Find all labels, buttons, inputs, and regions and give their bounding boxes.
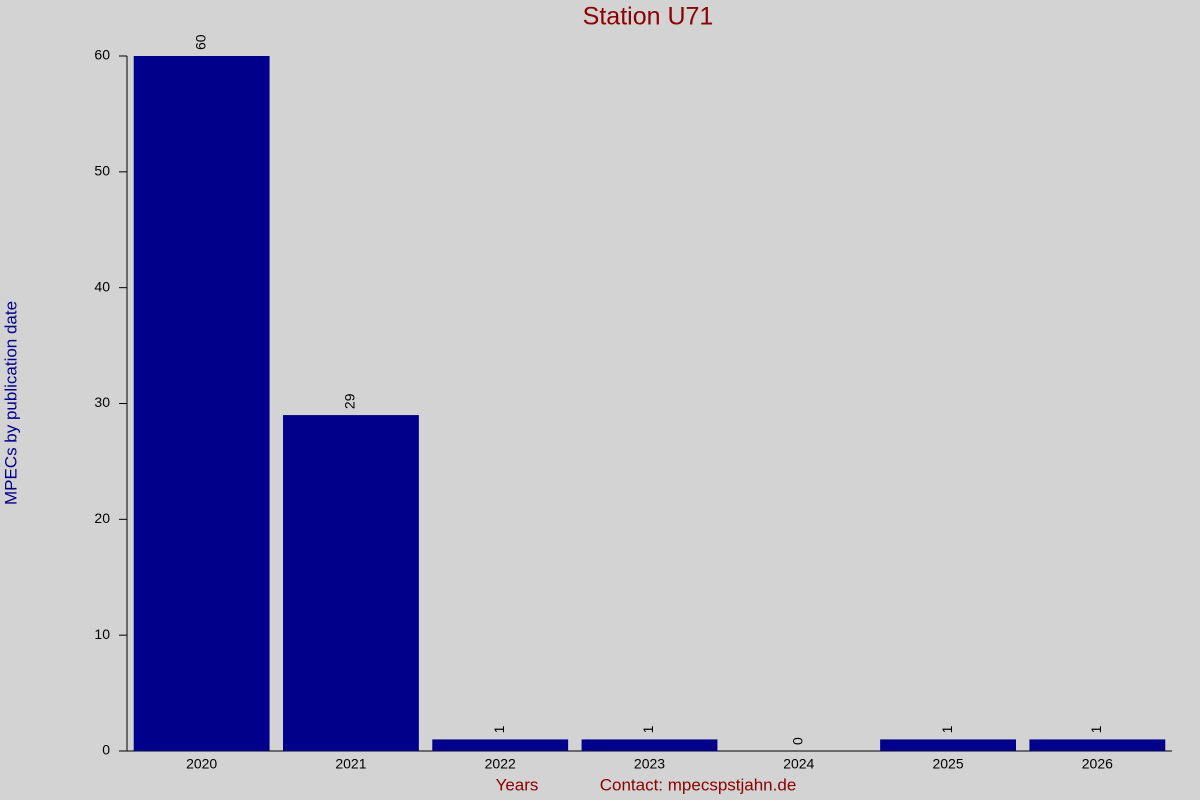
bar: [283, 415, 419, 751]
data-label: 60: [192, 34, 208, 50]
x-tick-label: 2023: [634, 756, 665, 772]
chart-title: Station U71: [583, 3, 714, 31]
x-axis-label: Years: [496, 775, 539, 794]
x-tick-label: 2024: [783, 756, 814, 772]
x-tick-label: 2022: [485, 756, 516, 772]
bar: [133, 56, 270, 751]
y-axis-label: MPECs by publication date: [1, 301, 20, 505]
data-label: 29: [342, 393, 358, 409]
y-tick-label: 20: [94, 510, 110, 526]
y-tick-label: 40: [94, 278, 110, 294]
contact: Contact: mpecspstjahn.de: [600, 775, 797, 794]
data-label: 1: [939, 725, 955, 733]
x-tick-label: 2020: [186, 756, 217, 772]
x-tick-label: 2026: [1082, 756, 1113, 772]
y-tick-label: 30: [94, 394, 110, 410]
y-tick-label: 50: [94, 163, 110, 179]
data-label: 0: [789, 737, 805, 745]
bar: [1029, 739, 1166, 751]
y-tick-label: 60: [94, 47, 110, 63]
y-tick-label: 0: [102, 742, 110, 758]
data-label: 1: [491, 725, 507, 733]
x-tick-label: 2025: [932, 756, 963, 772]
x-tick-label: 2021: [335, 756, 366, 772]
data-label: 1: [1088, 725, 1104, 733]
bar: [581, 739, 718, 751]
y-tick-label: 10: [94, 626, 110, 642]
bar: [880, 739, 1016, 751]
data-label: 1: [640, 725, 656, 733]
bar: [432, 739, 569, 751]
